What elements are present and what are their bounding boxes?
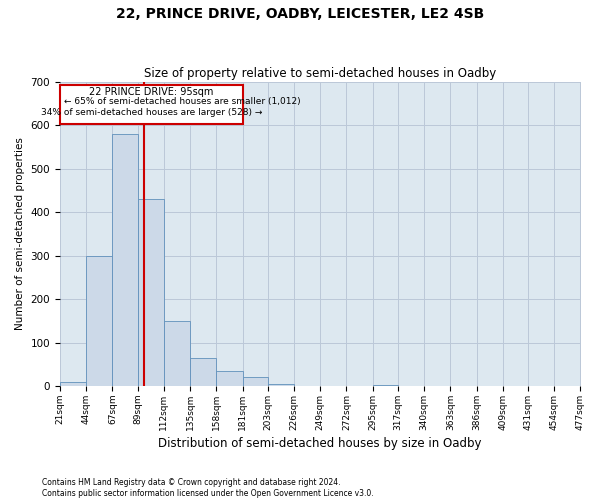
FancyBboxPatch shape xyxy=(60,85,242,124)
Text: 22 PRINCE DRIVE: 95sqm: 22 PRINCE DRIVE: 95sqm xyxy=(89,88,214,98)
Bar xyxy=(242,378,268,386)
Text: 22, PRINCE DRIVE, OADBY, LEICESTER, LE2 4SB: 22, PRINCE DRIVE, OADBY, LEICESTER, LE2 … xyxy=(116,8,484,22)
X-axis label: Distribution of semi-detached houses by size in Oadby: Distribution of semi-detached houses by … xyxy=(158,437,482,450)
Bar xyxy=(86,256,112,386)
Bar xyxy=(217,371,242,386)
Bar xyxy=(190,358,217,386)
Text: ← 65% of semi-detached houses are smaller (1,012): ← 65% of semi-detached houses are smalle… xyxy=(64,98,301,106)
Bar xyxy=(60,382,86,386)
Y-axis label: Number of semi-detached properties: Number of semi-detached properties xyxy=(15,138,25,330)
Title: Size of property relative to semi-detached houses in Oadby: Size of property relative to semi-detach… xyxy=(144,66,496,80)
Text: Contains HM Land Registry data © Crown copyright and database right 2024.
Contai: Contains HM Land Registry data © Crown c… xyxy=(42,478,374,498)
Bar xyxy=(164,321,190,386)
Bar xyxy=(373,384,398,386)
Bar xyxy=(268,384,294,386)
Bar xyxy=(112,134,137,386)
Text: 34% of semi-detached houses are larger (528) →: 34% of semi-detached houses are larger (… xyxy=(41,108,262,116)
Bar xyxy=(137,200,164,386)
